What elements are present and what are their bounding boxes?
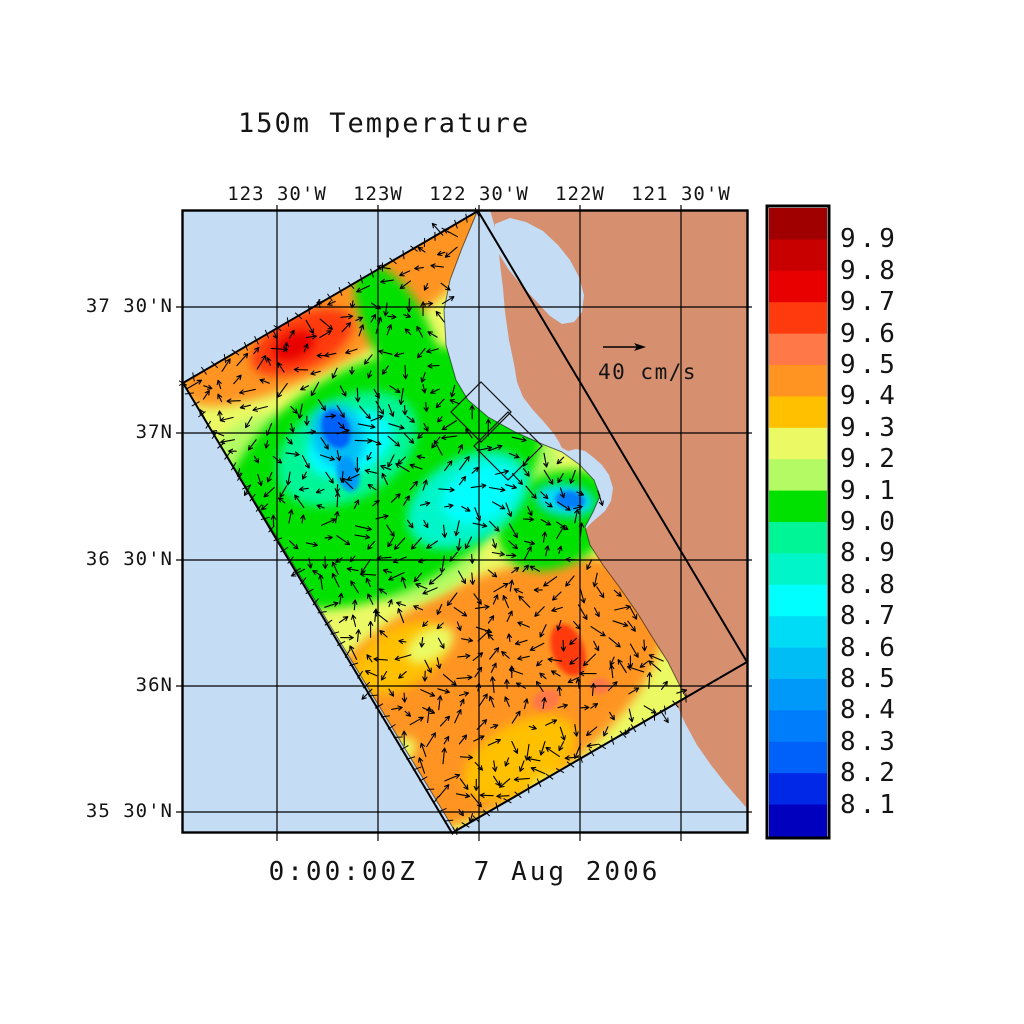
- san-francisco-bay: [494, 218, 584, 324]
- colorbar-tick-label: 8.1: [840, 789, 899, 820]
- survey-box-outlines: [450, 381, 543, 481]
- latlon-grid: [176, 205, 752, 841]
- colorbar-cell: [769, 804, 827, 837]
- map-border: [181, 209, 749, 834]
- colorbar-tick-label: 9.3: [840, 412, 899, 443]
- colorbar-cell: [769, 741, 827, 774]
- x-tick-label: 122W: [555, 183, 605, 205]
- survey-diamond: [450, 381, 512, 443]
- colorbar-cell: [769, 333, 827, 366]
- temperature-blob: [273, 330, 315, 362]
- y-tick-label: 37 30'N: [85, 295, 173, 317]
- land-california-coast: [490, 210, 747, 808]
- colorbar-tick-label: 8.4: [840, 695, 899, 726]
- colorbar-tick-label: 9.4: [840, 381, 899, 412]
- colorbar-cell: [769, 679, 827, 711]
- coastline-land-layer: [490, 210, 747, 808]
- x-tick-label: 122 30'W: [429, 183, 529, 205]
- colorbar-tick-label: 9.2: [840, 444, 899, 475]
- plot-title: 150m Temperature: [238, 108, 531, 139]
- map-frame: [181, 209, 749, 834]
- colorbar-cell: [769, 522, 827, 554]
- colorbar: [765, 204, 831, 840]
- colorbar-tick-label: 9.8: [840, 255, 899, 286]
- scale-arrow-head: [634, 343, 646, 351]
- vector-scale-label: 40 cm/s: [598, 360, 698, 384]
- colorbar-tick-label: 9.7: [840, 287, 899, 318]
- temperature-blob: [441, 464, 519, 524]
- survey-diamond: [473, 411, 543, 481]
- colorbar-cell: [769, 239, 827, 272]
- temperature-blob: [550, 624, 586, 676]
- colorbar-cell: [769, 647, 827, 680]
- colorbar-cell: [769, 584, 827, 617]
- temperature-blob: [336, 456, 360, 492]
- colorbar-tick-label: 9.1: [840, 475, 899, 506]
- y-tick-label: 36 30'N: [85, 548, 173, 570]
- colorbar-tick-label: 8.5: [840, 664, 899, 694]
- colorbar-tick-label: 9.0: [840, 507, 899, 537]
- timestamp-label: 0:00:00Z 7 Aug 2006: [268, 857, 661, 887]
- colorbar-tick-label: 8.8: [840, 569, 899, 600]
- y-tick-label: 37N: [135, 421, 173, 443]
- y-tick-label: 35 30'N: [85, 800, 173, 822]
- colorbar-cell: [769, 459, 827, 492]
- colorbar-tick-label: 8.3: [840, 726, 899, 757]
- temperature-blob: [321, 409, 351, 449]
- colorbar-cell: [769, 208, 827, 240]
- colorbar-cell: [769, 270, 827, 303]
- colorbar-tick-label: 8.2: [840, 758, 899, 789]
- x-tick-label: 123 30'W: [227, 183, 327, 205]
- colorbar-cell: [769, 773, 827, 806]
- colorbar-tick-label: 8.6: [840, 632, 899, 663]
- x-tick-label: 121 30'W: [631, 183, 731, 205]
- colorbar-tick-label: 8.7: [840, 601, 899, 632]
- colorbar-border: [765, 204, 831, 840]
- vector-scale-arrow: [603, 343, 646, 351]
- colorbar-tick-label: 9.6: [840, 318, 899, 349]
- x-tick-label: 123W: [353, 183, 403, 205]
- temperature-blob: [406, 626, 454, 664]
- colorbar-cell: [769, 427, 827, 460]
- colorbar-cell: [769, 616, 827, 649]
- colorbar-cell: [769, 710, 827, 743]
- colorbar-tick-label: 9.5: [840, 350, 899, 380]
- colorbar-cell: [769, 302, 827, 335]
- colorbar-tick-label: 9.9: [840, 224, 899, 255]
- current-vectors: [178, 207, 688, 836]
- colorbar-tick-label: 8.9: [840, 538, 899, 569]
- colorbar-cell: [769, 396, 827, 429]
- colorbar-cell: [769, 490, 827, 523]
- y-tick-label: 36N: [135, 674, 173, 696]
- colorbar-cell: [769, 365, 827, 397]
- colorbar-cell: [769, 553, 827, 586]
